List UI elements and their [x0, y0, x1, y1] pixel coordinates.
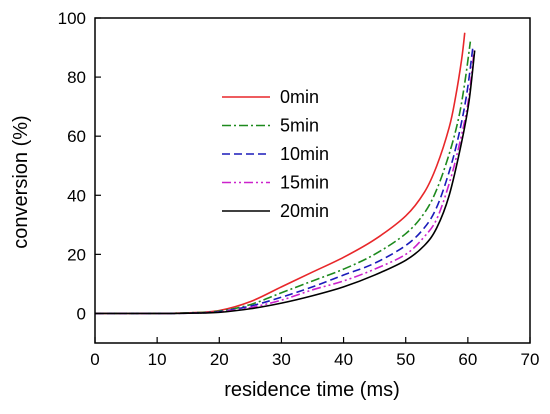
plot-frame — [94, 17, 531, 344]
y-tick-label: 80 — [67, 68, 86, 87]
series-line-15min — [94, 50, 475, 315]
x-tick-label: 70 — [521, 350, 540, 369]
y-tick-label: 40 — [67, 186, 86, 205]
legend-label-5min: 5min — [280, 116, 319, 136]
y-axis-label: conversion (%) — [10, 115, 32, 248]
y-tick-label: 100 — [58, 9, 86, 28]
legend-label-10min: 10min — [280, 144, 329, 164]
x-tick-label: 0 — [90, 350, 99, 369]
legend: 0min 5min 10min 15min 20min — [222, 87, 329, 221]
x-tick-label: 40 — [334, 350, 353, 369]
legend-label-20min: 20min — [280, 201, 329, 221]
y-axis: 0 20 40 60 80 100 — [58, 9, 101, 323]
legend-label-15min: 15min — [280, 173, 329, 193]
y-tick-label: 60 — [67, 127, 86, 146]
x-tick-label: 20 — [210, 350, 229, 369]
series-layer — [94, 32, 476, 315]
x-tick-label: 30 — [272, 350, 291, 369]
x-axis: 0 10 20 30 40 50 60 70 — [90, 337, 539, 369]
legend-label-0min: 0min — [280, 87, 319, 107]
x-axis-label: residence time (ms) — [224, 379, 400, 401]
y-tick-label: 0 — [77, 304, 86, 323]
series-line-20min — [94, 50, 476, 315]
x-tick-label: 10 — [148, 350, 167, 369]
y-tick-label: 20 — [67, 245, 86, 264]
x-tick-label: 60 — [458, 350, 477, 369]
x-tick-label: 50 — [396, 350, 415, 369]
